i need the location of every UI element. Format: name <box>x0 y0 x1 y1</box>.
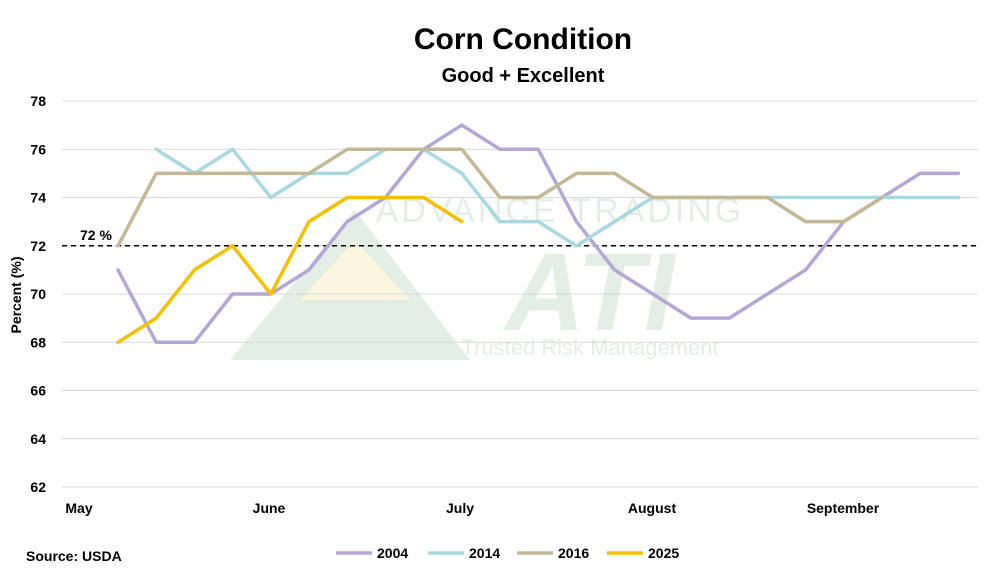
y-tick-label: 76 <box>30 141 46 157</box>
y-tick-labels: 62 64 66 68 70 72 74 76 78 <box>30 93 46 495</box>
y-tick-label: 74 <box>30 190 46 206</box>
watermark-logo-accent <box>300 240 410 300</box>
legend: 2004 2014 2016 2025 <box>336 545 679 561</box>
y-tick-label: 78 <box>30 93 46 109</box>
source-note: Source: USDA <box>26 548 122 564</box>
chart-title: Corn Condition <box>414 23 632 56</box>
legend-label-2025: 2025 <box>648 545 679 561</box>
gridlines <box>62 100 978 488</box>
x-tick-labels: May June July August September <box>65 500 879 516</box>
series-line-2004 <box>116 123 961 345</box>
watermark-tagline: Trusted Risk Management <box>461 335 718 360</box>
x-tick-label: September <box>807 500 880 516</box>
series-lines <box>116 123 961 345</box>
y-tick-label: 62 <box>30 479 46 495</box>
series-line-2016 <box>116 147 884 248</box>
legend-label-2016: 2016 <box>558 545 589 561</box>
x-tick-label: May <box>65 500 92 516</box>
chart-subtitle: Good + Excellent <box>442 65 605 87</box>
y-tick-label: 72 <box>30 238 46 254</box>
x-tick-label: August <box>628 500 677 516</box>
reference-line-label: 72 % <box>80 227 112 243</box>
y-tick-label: 68 <box>30 334 46 350</box>
legend-label-2004: 2004 <box>377 545 408 561</box>
x-tick-label: July <box>446 500 474 516</box>
y-axis-label: Percent (%) <box>8 256 24 333</box>
y-tick-label: 66 <box>30 383 46 399</box>
legend-label-2014: 2014 <box>469 545 500 561</box>
y-tick-label: 64 <box>30 431 46 447</box>
reference-line-group: 72 % <box>62 227 978 247</box>
y-tick-label: 70 <box>30 286 46 302</box>
series-line-2014 <box>154 147 961 248</box>
series-line-2025 <box>116 195 464 345</box>
watermark-logo-shape <box>230 210 470 360</box>
watermark: ATI ADVANCE TRADING Trusted Risk Managem… <box>230 192 741 360</box>
x-tick-label: June <box>253 500 286 516</box>
